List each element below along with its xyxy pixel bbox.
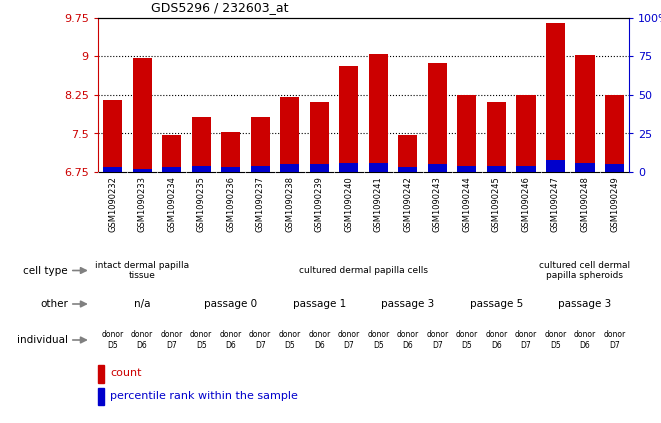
Text: donor
D6: donor D6	[485, 330, 508, 350]
Text: passage 0: passage 0	[204, 299, 257, 309]
Bar	[546, 23, 565, 172]
Text: donor
D7: donor D7	[515, 330, 537, 350]
Text: GSM1090244: GSM1090244	[463, 176, 471, 232]
Bar	[428, 63, 447, 172]
Bar	[280, 96, 299, 172]
Text: GSM1090235: GSM1090235	[197, 176, 206, 232]
Text: GSM1090240: GSM1090240	[344, 176, 353, 232]
Text: donor
D5: donor D5	[190, 330, 212, 350]
Text: donor
D5: donor D5	[279, 330, 301, 350]
Text: donor
D7: donor D7	[426, 330, 448, 350]
Text: donor
D5: donor D5	[368, 330, 389, 350]
Text: cultured cell dermal
papilla spheroids: cultured cell dermal papilla spheroids	[539, 261, 631, 280]
Bar	[132, 58, 152, 172]
Text: GSM1090239: GSM1090239	[315, 176, 324, 232]
Bar	[486, 102, 506, 172]
Text: GSM1090247: GSM1090247	[551, 176, 560, 232]
Bar	[457, 166, 477, 172]
Text: GSM1090236: GSM1090236	[226, 176, 235, 232]
Bar	[486, 166, 506, 172]
Text: passage 1: passage 1	[293, 299, 346, 309]
Text: GSM1090248: GSM1090248	[580, 176, 590, 232]
Text: donor
D6: donor D6	[574, 330, 596, 350]
Text: GSM1090232: GSM1090232	[108, 176, 117, 232]
Bar	[98, 365, 104, 382]
Bar	[546, 159, 565, 172]
Text: GSM1090234: GSM1090234	[167, 176, 176, 232]
Bar	[103, 168, 122, 172]
Text: donor
D7: donor D7	[338, 330, 360, 350]
Bar	[398, 168, 418, 172]
Bar	[280, 164, 299, 172]
Bar	[162, 135, 181, 172]
Bar	[339, 66, 358, 172]
Bar	[162, 168, 181, 172]
Text: n/a: n/a	[134, 299, 150, 309]
Text: cell type: cell type	[23, 266, 68, 275]
Bar	[192, 166, 211, 172]
Bar	[575, 55, 595, 172]
Text: GDS5296 / 232603_at: GDS5296 / 232603_at	[151, 1, 288, 14]
Bar	[605, 164, 624, 172]
Text: donor
D7: donor D7	[249, 330, 271, 350]
Bar	[457, 95, 477, 172]
Text: donor
D5: donor D5	[456, 330, 478, 350]
Bar	[369, 54, 388, 172]
Text: passage 3: passage 3	[559, 299, 611, 309]
Bar	[98, 387, 104, 405]
Text: GSM1090237: GSM1090237	[256, 176, 264, 232]
Bar	[605, 95, 624, 172]
Bar	[575, 163, 595, 172]
Bar	[516, 166, 535, 172]
Text: GSM1090233: GSM1090233	[137, 176, 147, 232]
Bar	[132, 169, 152, 172]
Text: individual: individual	[17, 335, 68, 345]
Text: intact dermal papilla
tissue: intact dermal papilla tissue	[95, 261, 189, 280]
Text: passage 3: passage 3	[381, 299, 434, 309]
Text: GSM1090241: GSM1090241	[374, 176, 383, 232]
Text: GSM1090242: GSM1090242	[403, 176, 412, 232]
Text: donor
D7: donor D7	[603, 330, 625, 350]
Text: donor
D6: donor D6	[308, 330, 330, 350]
Text: donor
D6: donor D6	[219, 330, 242, 350]
Text: donor
D6: donor D6	[397, 330, 419, 350]
Bar	[221, 168, 241, 172]
Bar	[516, 95, 535, 172]
Bar	[221, 132, 241, 172]
Text: passage 5: passage 5	[470, 299, 523, 309]
Text: donor
D7: donor D7	[161, 330, 182, 350]
Text: donor
D6: donor D6	[131, 330, 153, 350]
Text: other: other	[40, 299, 68, 309]
Bar	[251, 166, 270, 172]
Text: count: count	[110, 368, 141, 379]
Bar	[309, 102, 329, 172]
Text: GSM1090249: GSM1090249	[610, 176, 619, 232]
Bar	[251, 117, 270, 172]
Text: GSM1090238: GSM1090238	[286, 176, 294, 232]
Bar	[103, 100, 122, 172]
Text: GSM1090245: GSM1090245	[492, 176, 501, 232]
Bar	[369, 163, 388, 172]
Text: GSM1090243: GSM1090243	[433, 176, 442, 232]
Bar	[192, 117, 211, 172]
Bar	[339, 163, 358, 172]
Text: cultured dermal papilla cells: cultured dermal papilla cells	[299, 266, 428, 275]
Bar	[309, 164, 329, 172]
Bar	[398, 135, 418, 172]
Text: donor
D5: donor D5	[102, 330, 124, 350]
Bar	[428, 164, 447, 172]
Text: GSM1090246: GSM1090246	[522, 176, 530, 232]
Text: donor
D5: donor D5	[545, 330, 566, 350]
Text: percentile rank within the sample: percentile rank within the sample	[110, 391, 298, 401]
